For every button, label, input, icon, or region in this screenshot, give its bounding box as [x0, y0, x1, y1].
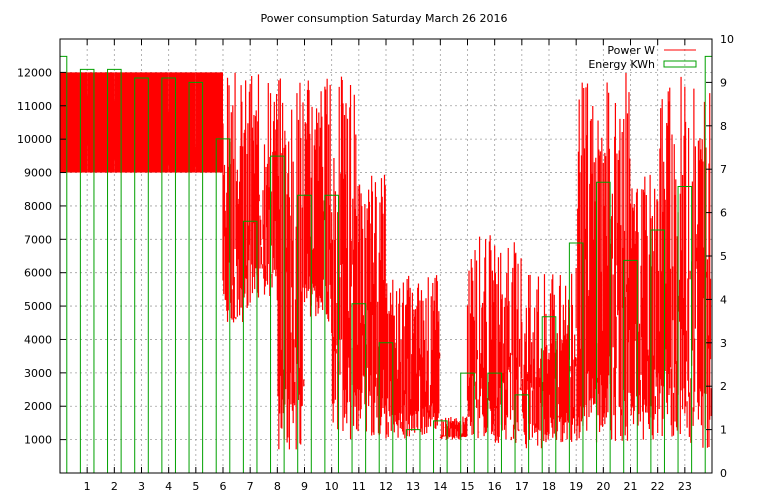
- y-tick-label: 9000: [24, 167, 52, 180]
- y-tick-label: 3000: [24, 367, 52, 380]
- plot-border: [59, 38, 713, 474]
- legend-label: Power W: [607, 44, 655, 57]
- x-tick-label: 20: [596, 480, 610, 493]
- x-tick-label: 22: [651, 480, 665, 493]
- y-tick-label: 4000: [24, 333, 52, 346]
- y2-tick-label: 6: [720, 207, 727, 220]
- axes-layer: 1 2 3 4 5 6 7 8 9 10 11 12 13 14 15 16 17 18 19 20 21 22 23100…: [17, 33, 734, 493]
- x-tick-label: 15: [461, 480, 475, 493]
- x-tick-label: 11: [352, 480, 366, 493]
- x-tick-label: 23: [678, 480, 692, 493]
- x-tick-label: 19: [569, 480, 583, 493]
- x-tick-label: 21: [624, 480, 638, 493]
- x-tick-label: 6: [220, 480, 227, 493]
- y-tick-label: 8000: [24, 200, 52, 213]
- x-tick-label: 5: [192, 480, 199, 493]
- x-tick-label: 1: [84, 480, 91, 493]
- y-tick-label: 11000: [17, 100, 52, 113]
- energy-series: [60, 55, 712, 474]
- y2-tick-label: 3: [720, 337, 727, 350]
- power-series: [60, 72, 712, 450]
- x-tick-label: 8: [274, 480, 281, 493]
- x-tick-label: 12: [379, 480, 393, 493]
- y2-tick-label: 9: [720, 76, 727, 89]
- y2-tick-label: 7: [720, 163, 727, 176]
- y-tick-label: 2000: [24, 400, 52, 413]
- x-tick-label: 2: [111, 480, 118, 493]
- x-tick-label: 18: [542, 480, 556, 493]
- legend-swatch: [663, 60, 697, 68]
- x-tick-label: 13: [406, 480, 420, 493]
- y2-tick-label: 10: [720, 33, 734, 46]
- power-band: [60, 72, 88, 173]
- chart-title: Power consumption Saturday March 26 2016: [260, 12, 507, 25]
- legend-label: Energy KWh: [588, 58, 655, 71]
- x-tick-label: 4: [165, 480, 172, 493]
- y2-tick-label: 8: [720, 120, 727, 133]
- x-tick-label: 9: [301, 480, 308, 493]
- y-tick-label: 1000: [24, 434, 52, 447]
- y2-tick-label: 4: [720, 293, 727, 306]
- y-tick-label: 12000: [17, 66, 52, 79]
- x-tick-label: 14: [433, 480, 447, 493]
- power-band: [87, 72, 115, 173]
- power-band: [195, 72, 223, 173]
- x-tick-label: 3: [138, 480, 145, 493]
- y-tick-label: 5000: [24, 300, 52, 313]
- y2-tick-label: 5: [720, 250, 727, 263]
- y-tick-label: 10000: [17, 133, 52, 146]
- y-tick-label: 7000: [24, 233, 52, 246]
- x-tick-label: 16: [488, 480, 502, 493]
- y2-tick-label: 1: [720, 424, 727, 437]
- power-band: [114, 72, 142, 173]
- y2-tick-label: 0: [720, 467, 727, 480]
- energy-step-line: [60, 55, 712, 474]
- y-tick-label: 6000: [24, 267, 52, 280]
- y2-tick-label: 2: [720, 380, 727, 393]
- power-band: [168, 72, 196, 173]
- x-tick-label: 10: [325, 480, 339, 493]
- power-band: [141, 72, 169, 173]
- x-tick-label: 7: [247, 480, 254, 493]
- x-tick-label: 17: [515, 480, 529, 493]
